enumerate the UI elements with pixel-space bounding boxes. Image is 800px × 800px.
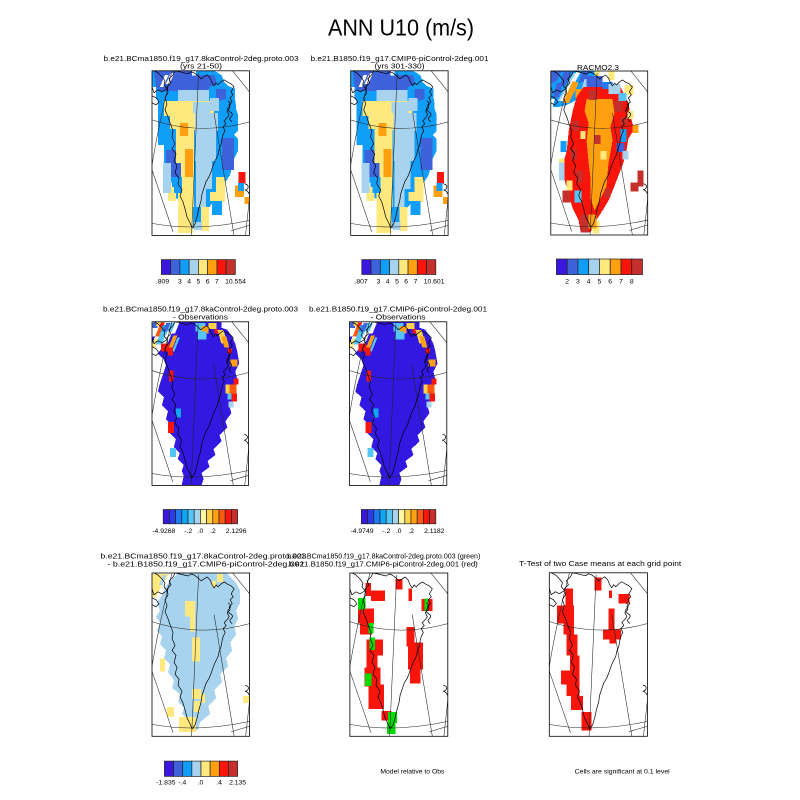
svg-text:2: 2 bbox=[565, 279, 569, 286]
svg-text:T-Test of two Case means at ea: T-Test of two Case means at each grid po… bbox=[519, 559, 681, 568]
svg-text:.2: .2 bbox=[408, 528, 414, 535]
svg-text:-4.9749: -4.9749 bbox=[350, 528, 373, 535]
svg-text:b.e21.BCma1850.f19_g17.8kaCont: b.e21.BCma1850.f19_g17.8kaControl-2deg.p… bbox=[104, 54, 299, 63]
svg-text:2.135: 2.135 bbox=[229, 780, 246, 787]
svg-text:.807: .807 bbox=[354, 279, 367, 286]
svg-text:b.e21.BCma1850.f19_g17.8kaCont: b.e21.BCma1850.f19_g17.8kaControl-2deg.p… bbox=[287, 552, 480, 561]
svg-text:4: 4 bbox=[386, 279, 390, 286]
svg-text:7: 7 bbox=[414, 279, 418, 286]
svg-text:(yrs 21-50): (yrs 21-50) bbox=[180, 62, 223, 71]
svg-text:3: 3 bbox=[576, 279, 580, 286]
svg-text:5: 5 bbox=[395, 279, 399, 286]
svg-text:-.4: -.4 bbox=[178, 780, 186, 787]
svg-text:10.601: 10.601 bbox=[424, 279, 445, 286]
svg-text:.2: .2 bbox=[210, 528, 216, 535]
svg-text:8: 8 bbox=[630, 279, 634, 286]
svg-text:7: 7 bbox=[215, 279, 219, 286]
svg-text:7: 7 bbox=[619, 279, 623, 286]
svg-text:(yrs 301-330): (yrs 301-330) bbox=[375, 62, 426, 71]
svg-text:- Observations: - Observations bbox=[371, 313, 426, 322]
svg-text:10.554: 10.554 bbox=[225, 279, 246, 286]
svg-text:b.e21.B1850.f19_g17.CMIP6-piCo: b.e21.B1850.f19_g17.CMIP6-piControl-2deg… bbox=[309, 305, 487, 314]
svg-text:ANN U10 (m/s): ANN U10 (m/s) bbox=[328, 14, 474, 40]
svg-text:Model relative to Obs: Model relative to Obs bbox=[380, 768, 445, 775]
svg-text:b.e21.BCma1850.f19_g17.8kaCont: b.e21.BCma1850.f19_g17.8kaControl-2deg.p… bbox=[103, 305, 298, 314]
svg-text:-.2: -.2 bbox=[382, 528, 390, 535]
svg-text:6: 6 bbox=[206, 279, 210, 286]
svg-text:5: 5 bbox=[598, 279, 602, 286]
svg-text:b.e21.B1850.f19_g17.CMIP6-piCo: b.e21.B1850.f19_g17.CMIP6-piControl-2deg… bbox=[289, 560, 478, 569]
svg-text:.0: .0 bbox=[198, 780, 204, 787]
svg-text:-4.9268: -4.9268 bbox=[152, 528, 175, 535]
svg-text:b.e21.BCma1850.f19_g17.8kaCont: b.e21.BCma1850.f19_g17.8kaControl-2deg.p… bbox=[101, 552, 307, 561]
svg-text:2.1296: 2.1296 bbox=[226, 528, 247, 535]
svg-text:- b.e21.B1850.f19_g17.CMIP6-pi: - b.e21.B1850.f19_g17.CMIP6-piControl-2d… bbox=[108, 560, 305, 569]
svg-text:2.1182: 2.1182 bbox=[424, 528, 445, 535]
svg-text:-1.835: -1.835 bbox=[156, 780, 175, 787]
svg-text:3: 3 bbox=[377, 279, 381, 286]
svg-text:6: 6 bbox=[404, 279, 408, 286]
svg-text:.4: .4 bbox=[216, 780, 222, 787]
svg-text:b.e21.B1850.f19_g17.CMIP6-piCo: b.e21.B1850.f19_g17.CMIP6-piControl-2deg… bbox=[311, 54, 489, 63]
svg-text:3: 3 bbox=[178, 279, 182, 286]
svg-text:4: 4 bbox=[187, 279, 191, 286]
svg-text:.0: .0 bbox=[198, 528, 204, 535]
svg-text:6: 6 bbox=[608, 279, 612, 286]
svg-text:.809: .809 bbox=[156, 279, 169, 286]
svg-text:Cells are significant at 0.1 l: Cells are significant at 0.1 level bbox=[575, 768, 670, 775]
svg-text:5: 5 bbox=[197, 279, 201, 286]
svg-text:RACMO2.3: RACMO2.3 bbox=[577, 63, 619, 72]
svg-text:4: 4 bbox=[587, 279, 591, 286]
svg-text:- Observations: - Observations bbox=[173, 313, 228, 322]
svg-text:.0: .0 bbox=[396, 528, 402, 535]
svg-text:-.2: -.2 bbox=[184, 528, 192, 535]
